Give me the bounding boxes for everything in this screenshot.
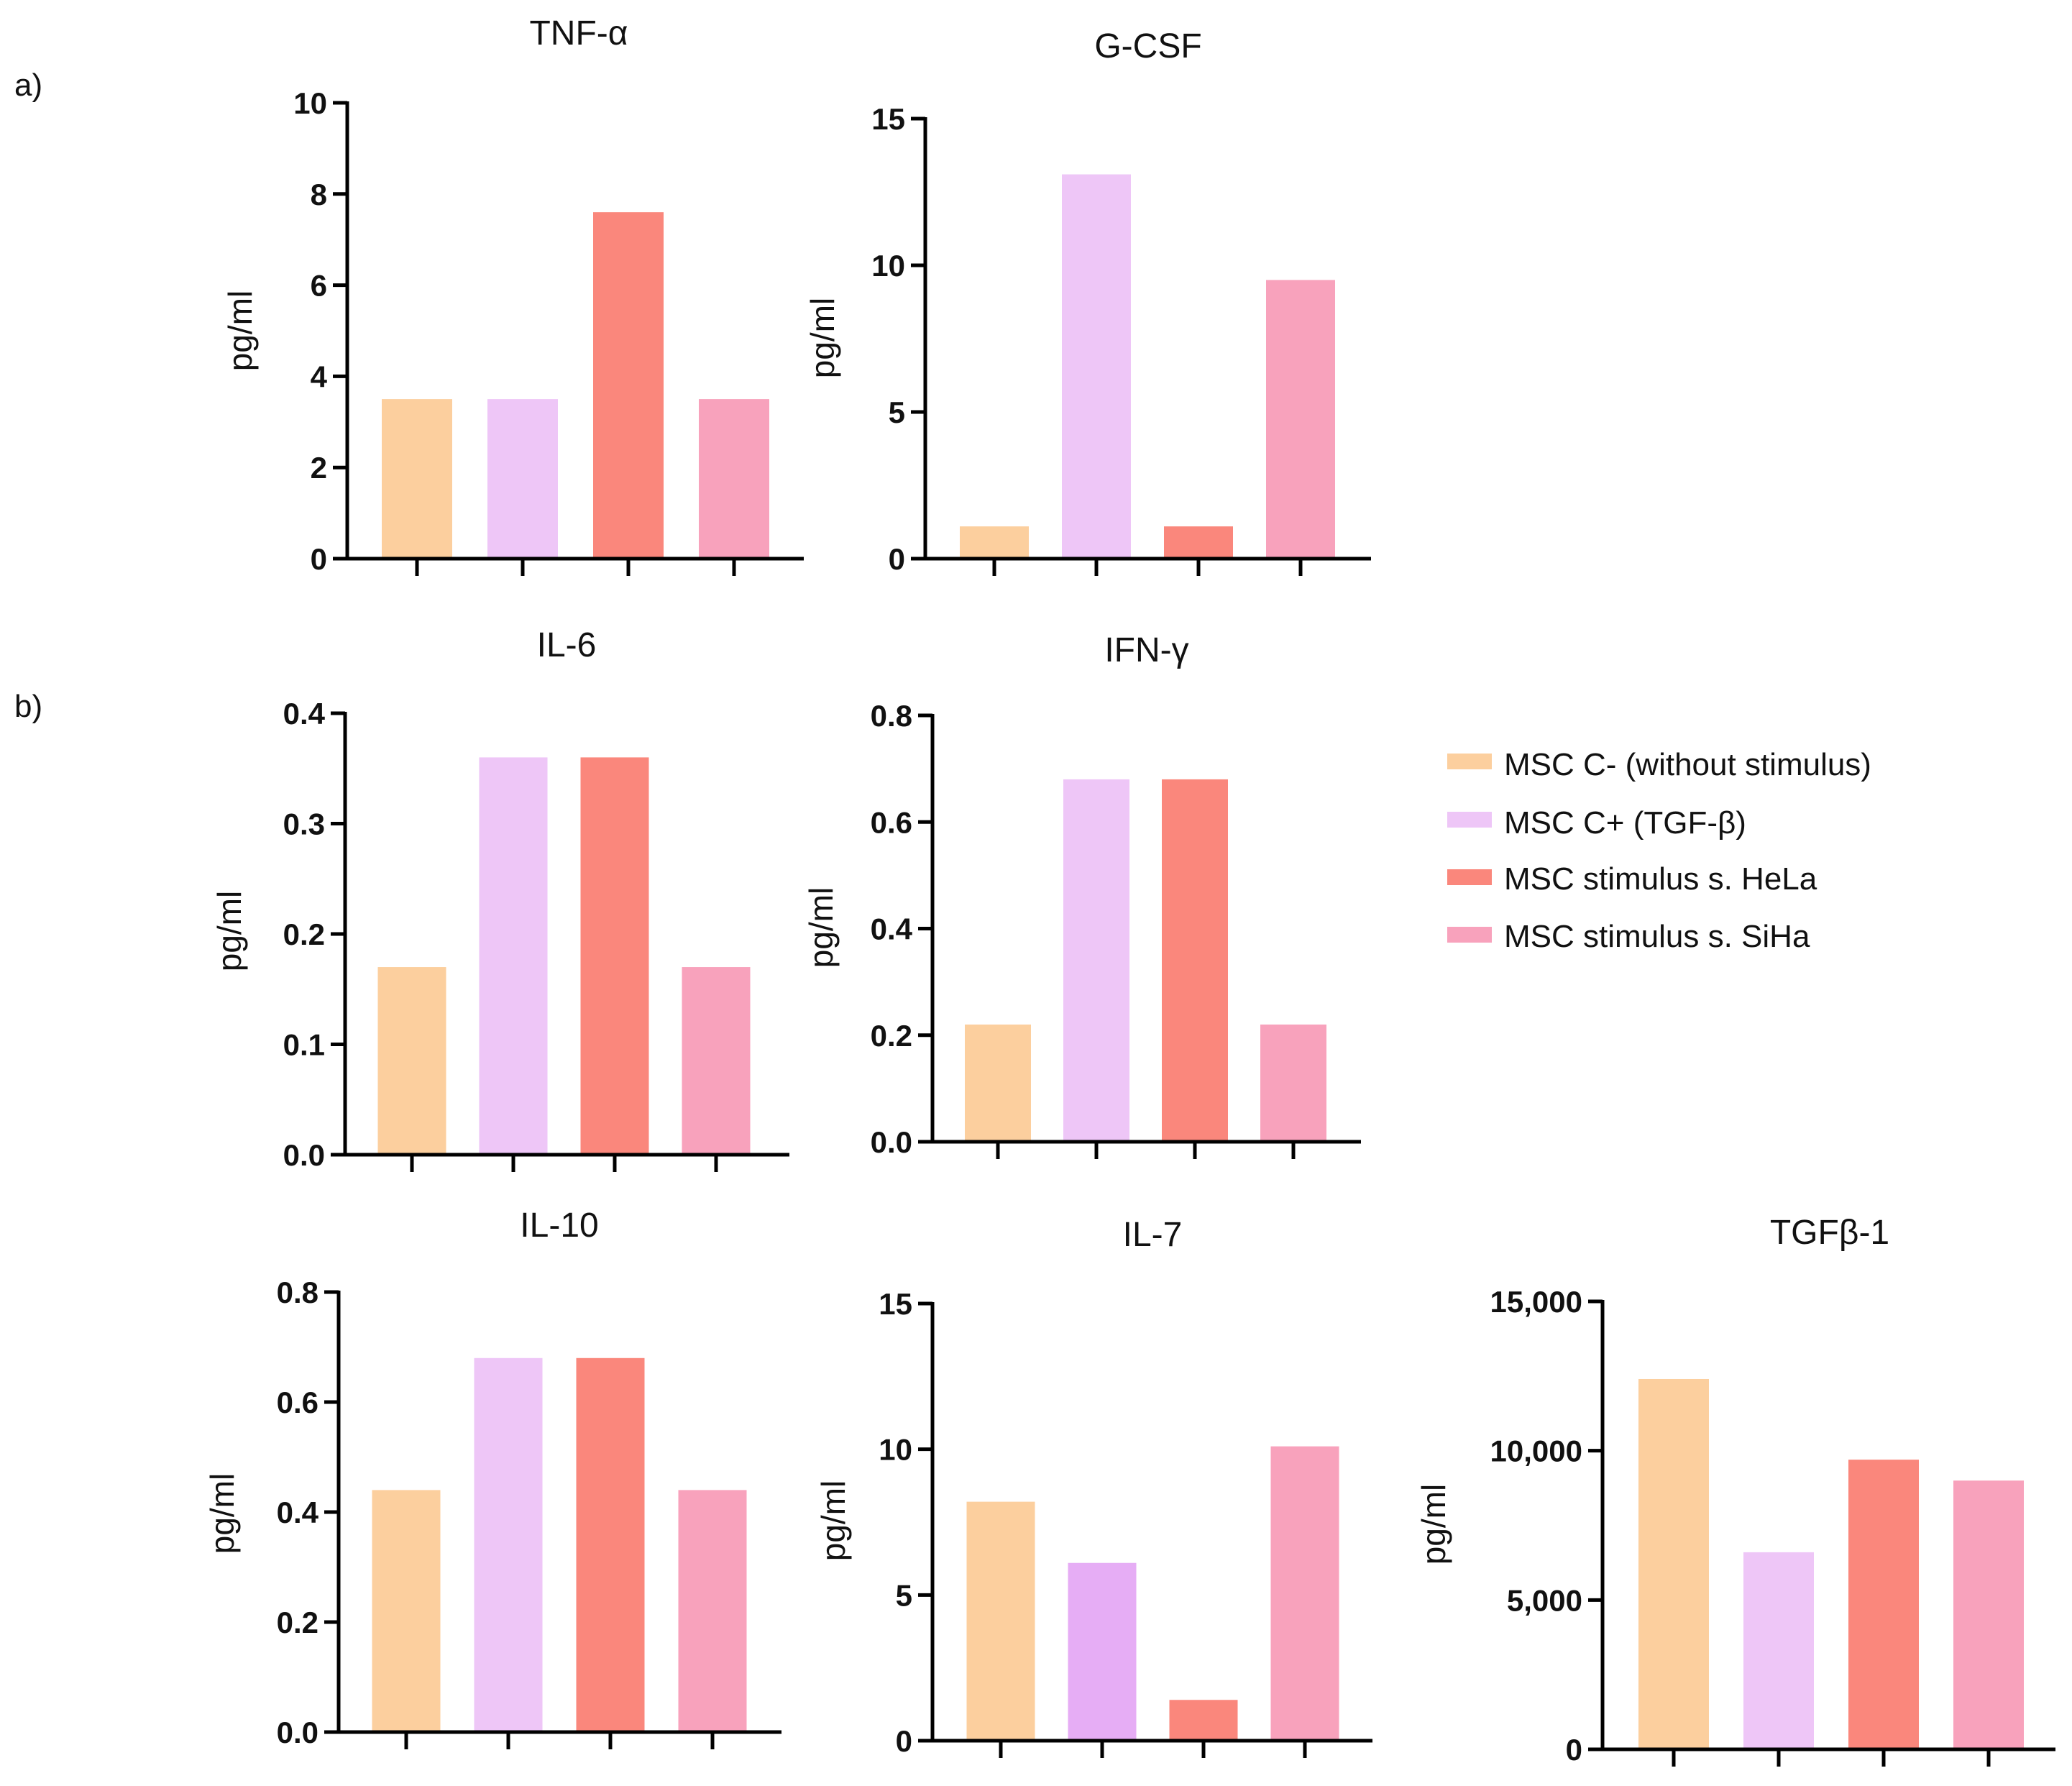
- chart-title-ifn: IFN-γ: [1104, 631, 1188, 669]
- y-tick-label-tgf-1-0: 0: [1566, 1733, 1582, 1767]
- bar-ifn-msc-stimulus-s-siha: [1260, 1024, 1326, 1142]
- y-tick-label-tgf-1-2: 10,000: [1490, 1434, 1582, 1468]
- bar-il-7-msc-c-without-stimulus: [966, 1501, 1035, 1741]
- y-tick-label-tnf-1: 2: [311, 451, 327, 485]
- chart-title-tgf-1: TGFβ-1: [1770, 1214, 1889, 1252]
- y-tick-label-il-10-3: 0.6: [277, 1386, 318, 1419]
- y-axis-label-tnf: pg/ml: [221, 290, 259, 371]
- y-tick-label-ifn-2: 0.4: [871, 912, 913, 946]
- y-tick-label-il-10-4: 0.8: [277, 1276, 318, 1309]
- chart-g-csf: G-CSF pg/ml 0 5 10 15: [804, 27, 1371, 576]
- chart-title-il-10: IL-10: [520, 1206, 598, 1245]
- charts-group: TNF-α pg/ml 0 2 4 6 8 10 G-CSF pg/ml 0 5 10 15 IL-6 pg/…: [203, 14, 2055, 1767]
- y-tick-label-g-csf-2: 10: [871, 249, 905, 283]
- y-tick-label-il-6-3: 0.3: [283, 807, 325, 841]
- y-tick-label-il-7-2: 10: [879, 1433, 912, 1467]
- y-tick-label-il-10-2: 0.4: [277, 1496, 319, 1529]
- bar-tgf-1-msc-stimulus-s-hela: [1848, 1460, 1919, 1749]
- bar-tgf-1-msc-stimulus-s-siha: [1953, 1480, 2024, 1749]
- y-axis-label-il-7: pg/ml: [815, 1480, 852, 1561]
- bar-il-7-msc-stimulus-s-hela: [1169, 1700, 1238, 1741]
- bar-tgf-1-msc-c-tgf: [1743, 1552, 1814, 1749]
- bar-il-10-msc-c-without-stimulus: [372, 1490, 441, 1732]
- chart-tgf-1: TGFβ-1 pg/ml 0 5,000 10,000 15,000: [1415, 1214, 2055, 1767]
- bar-il-6-msc-stimulus-s-siha: [682, 967, 751, 1155]
- legend-swatch-msc-c-tgf: [1447, 812, 1492, 828]
- bar-g-csf-msc-stimulus-s-siha: [1266, 280, 1335, 559]
- bar-ifn-msc-stimulus-s-hela: [1162, 779, 1228, 1142]
- y-tick-label-g-csf-3: 15: [871, 102, 905, 136]
- bar-il-10-msc-c-tgf: [474, 1357, 543, 1732]
- chart-il-7: IL-7 pg/ml 0 5 10 15: [815, 1216, 1372, 1758]
- legend-label-msc-stimulus-s-siha: MSC stimulus s. SiHa: [1504, 919, 1810, 954]
- y-tick-label-tgf-1-3: 15,000: [1490, 1285, 1582, 1319]
- y-tick-label-tnf-2: 4: [311, 360, 328, 393]
- y-axis-label-il-6: pg/ml: [211, 891, 248, 971]
- bar-g-csf-msc-c-tgf: [1062, 174, 1131, 559]
- y-tick-label-tnf-5: 10: [293, 86, 327, 120]
- y-tick-label-il-6-2: 0.2: [283, 917, 325, 951]
- bar-ifn-msc-c-without-stimulus: [965, 1024, 1031, 1142]
- y-tick-label-il-6-0: 0.0: [283, 1138, 325, 1172]
- y-tick-label-tnf-4: 8: [311, 178, 327, 211]
- bar-tnf-msc-c-without-stimulus: [382, 399, 452, 559]
- chart-tnf: TNF-α pg/ml 0 2 4 6 8 10: [221, 14, 804, 576]
- legend-swatch-msc-stimulus-s-hela: [1447, 869, 1492, 885]
- bar-tgf-1-msc-c-without-stimulus: [1638, 1378, 1709, 1749]
- y-tick-label-tgf-1-1: 5,000: [1507, 1583, 1582, 1617]
- bar-il-6-msc-c-without-stimulus: [377, 967, 446, 1155]
- y-tick-label-ifn-4: 0.8: [871, 699, 912, 733]
- y-tick-label-il-6-4: 0.4: [283, 697, 326, 731]
- bar-il-7-msc-c-tgf: [1068, 1562, 1137, 1741]
- chart-title-il-7: IL-7: [1123, 1216, 1183, 1254]
- bar-tnf-msc-stimulus-s-siha: [699, 399, 769, 559]
- bar-g-csf-msc-c-without-stimulus: [960, 526, 1029, 559]
- y-tick-label-il-10-1: 0.2: [277, 1606, 318, 1639]
- bar-ifn-msc-c-tgf: [1063, 779, 1129, 1142]
- bar-il-7-msc-stimulus-s-siha: [1270, 1446, 1339, 1741]
- chart-title-il-6: IL-6: [537, 626, 597, 664]
- bar-tnf-msc-c-tgf: [487, 399, 558, 559]
- panel-label-b: b): [14, 689, 42, 724]
- bar-il-10-msc-stimulus-s-siha: [678, 1490, 747, 1732]
- legend-swatch-msc-stimulus-s-siha: [1447, 927, 1492, 943]
- y-tick-label-il-10-0: 0.0: [277, 1716, 318, 1749]
- bar-tnf-msc-stimulus-s-hela: [593, 212, 664, 559]
- y-axis-label-tgf-1: pg/ml: [1415, 1484, 1452, 1565]
- legend-label-msc-c-tgf: MSC C+ (TGF-β): [1504, 805, 1746, 841]
- y-tick-label-g-csf-0: 0: [889, 542, 905, 576]
- y-tick-label-il-7-1: 5: [896, 1578, 912, 1612]
- bar-g-csf-msc-stimulus-s-hela: [1164, 526, 1233, 559]
- y-tick-label-ifn-1: 0.2: [871, 1019, 912, 1053]
- chart-il-10: IL-10 pg/ml 0.0 0.2 0.4 0.6 0.8: [203, 1206, 781, 1749]
- chart-ifn: IFN-γ pg/ml 0.0 0.2 0.4 0.6 0.8: [802, 631, 1361, 1159]
- legend: MSC C- (without stimulus) MSC C+ (TGF-β) M…: [1447, 747, 1871, 954]
- legend-label-msc-stimulus-s-hela: MSC stimulus s. HeLa: [1504, 861, 1817, 897]
- y-axis-label-ifn: pg/ml: [802, 887, 840, 968]
- y-axis-label-g-csf: pg/ml: [804, 298, 841, 378]
- y-axis-label-il-10: pg/ml: [203, 1473, 241, 1554]
- chart-title-tnf: TNF-α: [529, 14, 628, 52]
- chart-il-6: IL-6 pg/ml 0.0 0.1 0.2 0.3 0.4: [211, 626, 789, 1172]
- bar-il-6-msc-c-tgf: [479, 757, 548, 1155]
- y-tick-label-il-7-3: 15: [879, 1287, 912, 1321]
- legend-swatch-msc-c-without-stimulus: [1447, 754, 1492, 769]
- bar-il-10-msc-stimulus-s-hela: [576, 1357, 645, 1732]
- y-tick-label-tnf-3: 6: [311, 269, 327, 303]
- y-tick-label-il-7-0: 0: [896, 1724, 912, 1758]
- bar-il-6-msc-stimulus-s-hela: [580, 757, 649, 1155]
- chart-title-g-csf: G-CSF: [1094, 27, 1201, 65]
- y-tick-label-il-6-1: 0.1: [283, 1028, 325, 1062]
- panel-label-a: a): [14, 68, 42, 103]
- legend-label-msc-c-without-stimulus: MSC C- (without stimulus): [1504, 747, 1871, 782]
- y-tick-label-tnf-0: 0: [311, 542, 327, 576]
- y-tick-label-ifn-0: 0.0: [871, 1125, 912, 1159]
- y-tick-label-ifn-3: 0.6: [871, 805, 912, 839]
- y-tick-label-g-csf-1: 5: [889, 395, 905, 429]
